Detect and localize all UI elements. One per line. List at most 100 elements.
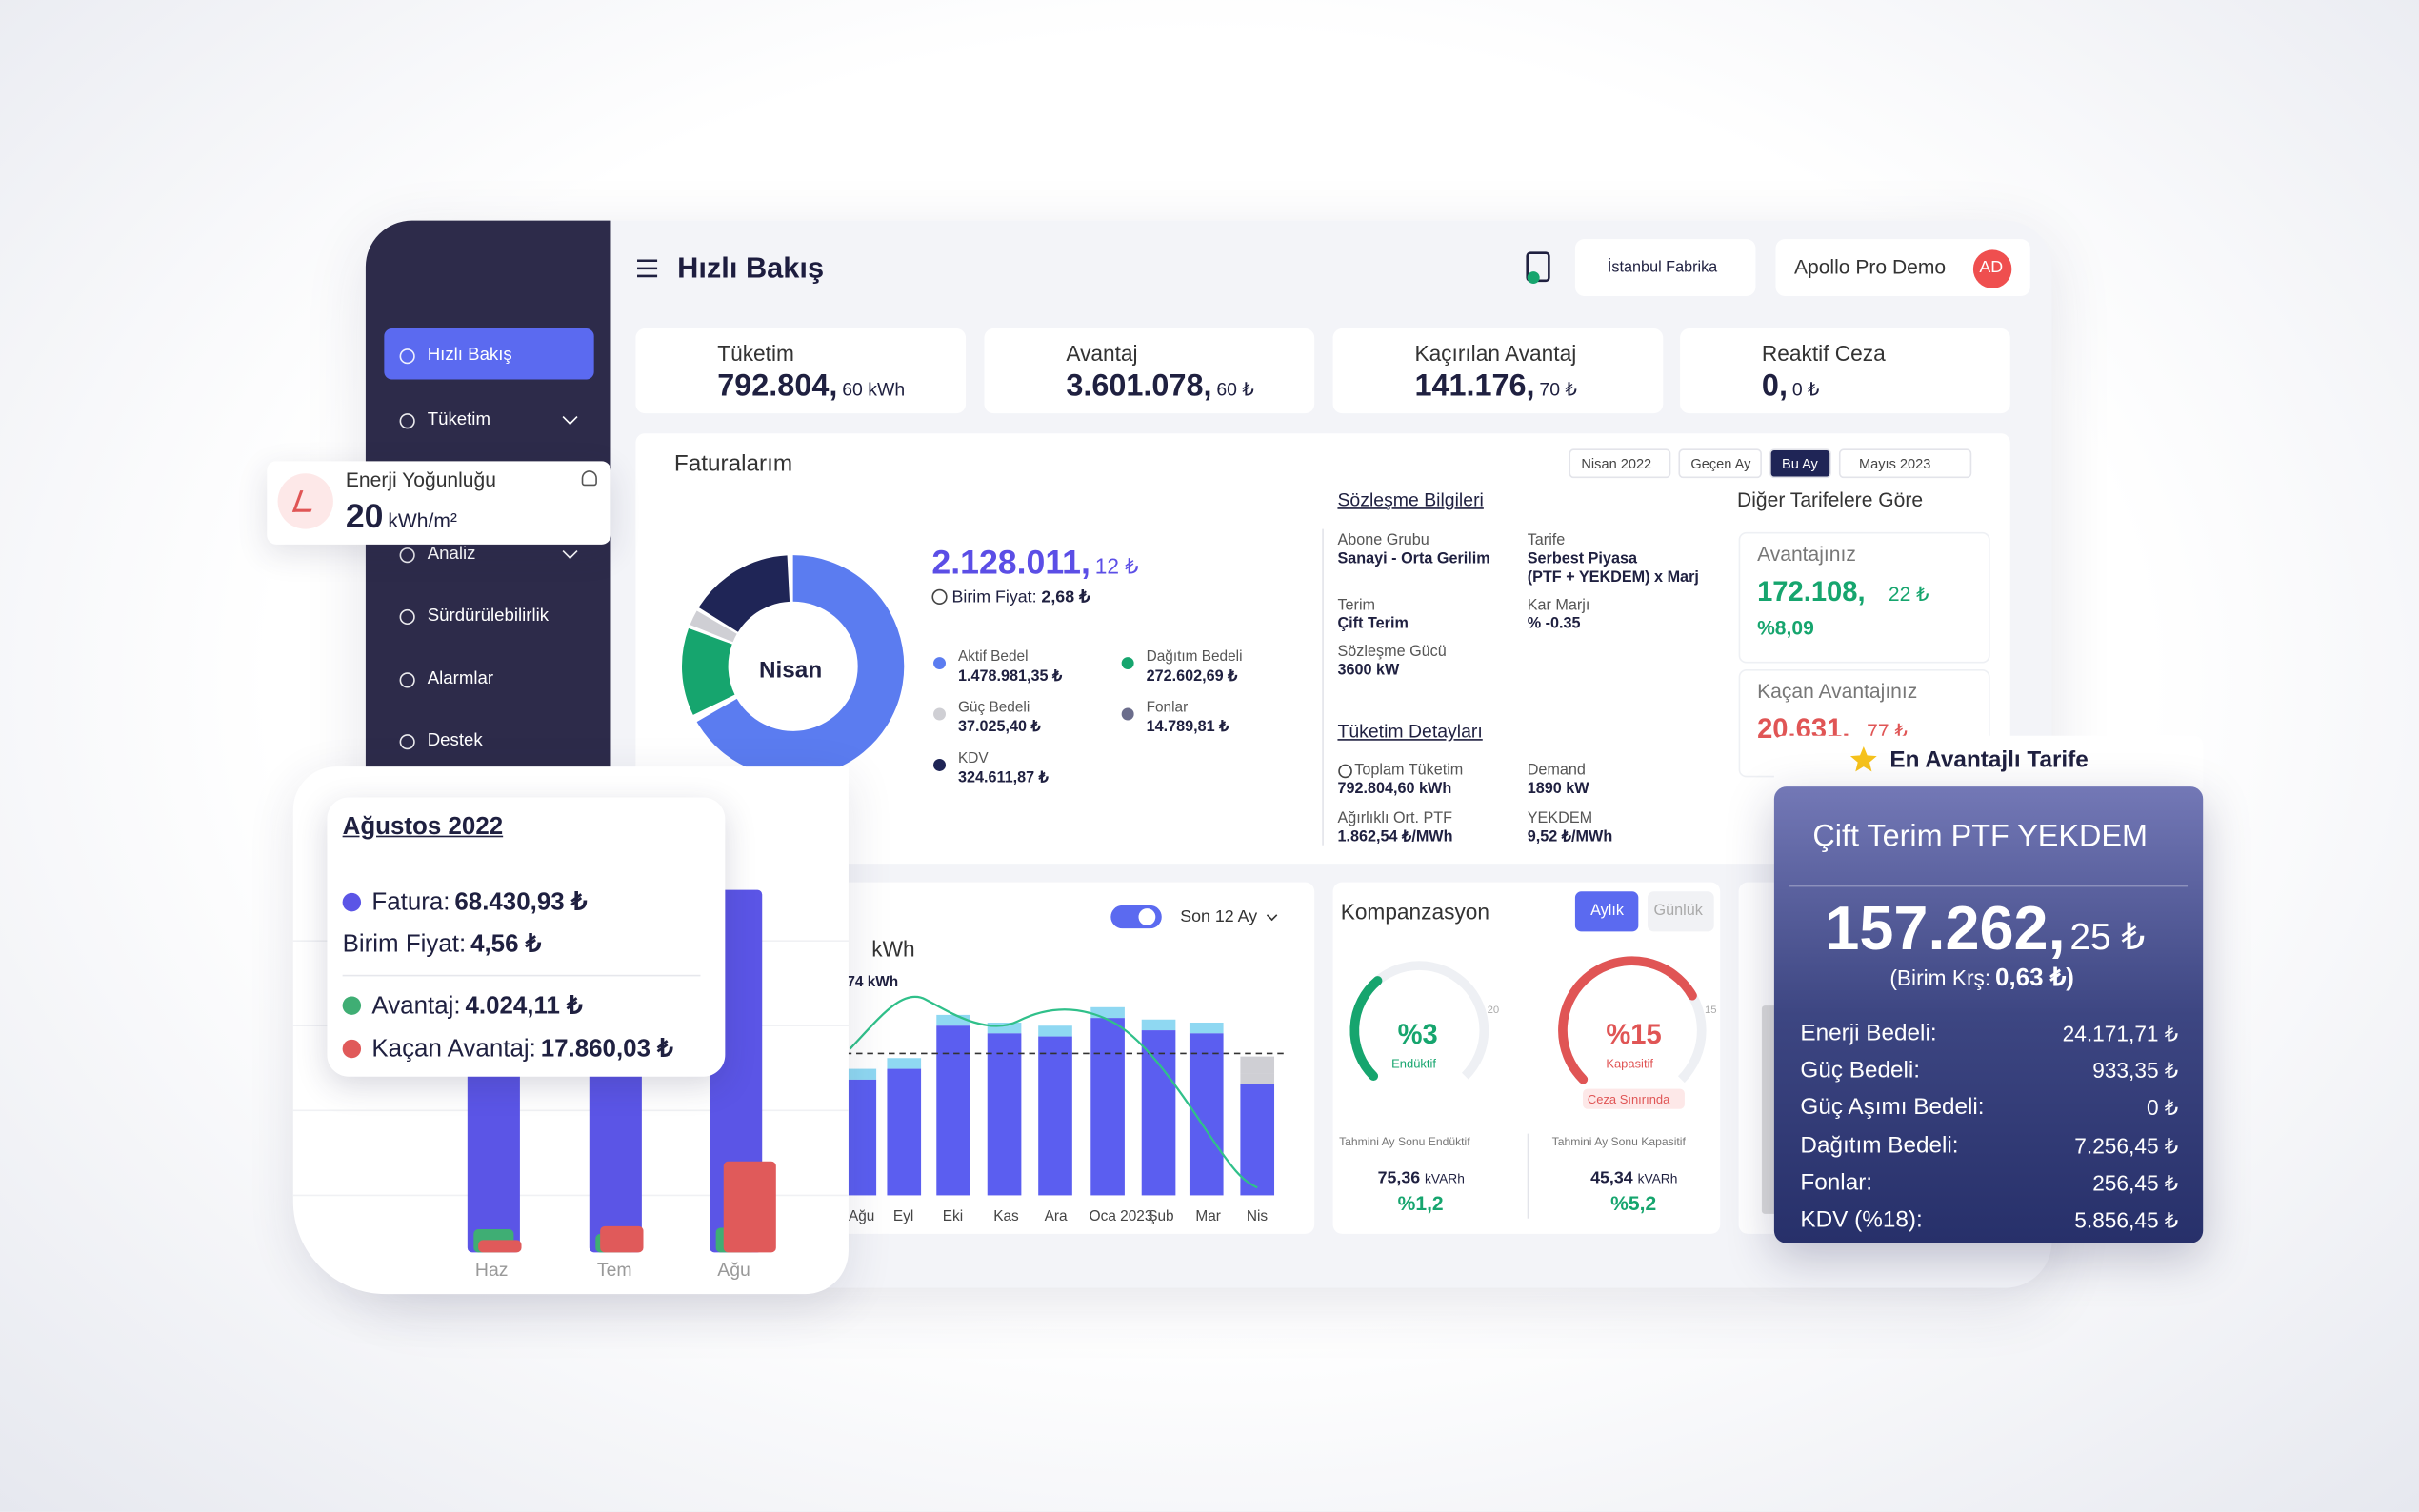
tab[interactable] xyxy=(1648,891,1714,932)
menu-active[interactable] xyxy=(384,328,594,380)
field-label: YEKDEM xyxy=(1527,809,1593,827)
bar-cap xyxy=(1038,1025,1072,1037)
field-label: Kar Marjı xyxy=(1527,597,1590,615)
menu-item: Analiz xyxy=(427,545,476,564)
date-filter[interactable] xyxy=(1838,448,1972,479)
warning-label: Ceza Sınırında xyxy=(1587,1091,1670,1106)
text-row: 157.262, 25 ₺ xyxy=(1825,895,2145,965)
kpi-value-row: 792.804, 60 kWh xyxy=(717,369,905,405)
field-label: Sözleşme Gücü xyxy=(1337,643,1447,661)
menu-item: Hızlı Bakış xyxy=(427,346,512,365)
x-tick-label: Ağu xyxy=(717,1259,750,1281)
invoice-total: 2.128.011, xyxy=(931,543,1090,582)
info-icon xyxy=(1338,764,1352,779)
forecast-value: 75,36 xyxy=(1377,1168,1421,1188)
tariff-badge xyxy=(1773,735,2204,788)
bell-icon[interactable] xyxy=(581,470,597,487)
kpi-value: 0, xyxy=(1761,368,1788,404)
date-filter-label: Nisan 2022 xyxy=(1581,455,1652,471)
date-filter[interactable] xyxy=(1678,448,1762,479)
location-select[interactable] xyxy=(1574,239,1756,297)
kpi-card xyxy=(1332,328,1664,414)
comparison-label: Kaçan Avantajınız xyxy=(1757,679,1918,703)
text-row: Kaçan Avantaj: 17.860,03 ₺ xyxy=(371,1033,672,1064)
date-filter-label: Bu Ay xyxy=(1781,455,1818,471)
tariff-row-value: 256,45 ₺ xyxy=(2092,1170,2179,1196)
tooltip xyxy=(327,797,726,1077)
tariff-row-value: 0 ₺ xyxy=(2146,1095,2179,1120)
legend-name: Fonlar xyxy=(1146,699,1189,717)
panel-title: Kompanzasyon xyxy=(1340,899,1490,925)
forecast-label: Tahmini Ay Sonu Endüktif xyxy=(1339,1134,1470,1149)
forecast-pct: %5,2 xyxy=(1610,1191,1657,1215)
menu-icon xyxy=(399,348,415,365)
legend-name: Aktif Bedel xyxy=(957,648,1029,666)
divider xyxy=(1789,885,2189,887)
x-tick-label: Ağu xyxy=(848,1208,875,1226)
forecast-label: Tahmini Ay Sonu Kapasitif xyxy=(1551,1134,1686,1149)
tooltip-dot xyxy=(342,892,362,912)
badge-label: En Avantajlı Tarife xyxy=(1889,746,2089,774)
forecast-unit: kVARh xyxy=(1425,1170,1465,1186)
invoice-total-decimal: 12 ₺ xyxy=(1094,553,1139,579)
tab-active[interactable] xyxy=(1574,891,1639,932)
kpi-label: Kaçırılan Avantaj xyxy=(1414,340,1577,366)
kpi-label: Tüketim xyxy=(717,340,794,366)
tooltip-label: Avantaj: xyxy=(371,993,461,1020)
field-label: Toplam Tüketim xyxy=(1354,762,1464,780)
donut-segment xyxy=(696,555,905,778)
menu-icon xyxy=(399,413,415,429)
date-filter-label: Geçen Ay xyxy=(1690,455,1751,471)
comparison-value: 172.108, xyxy=(1757,576,1866,607)
donut-label: Nisan xyxy=(758,657,823,685)
x-tick-label: Haz xyxy=(474,1259,509,1281)
menu-item: Alarmlar xyxy=(427,669,494,689)
comparison-decimal: 22 ₺ xyxy=(1888,582,1929,606)
menu-item: Tüketim xyxy=(427,410,490,429)
kpi-label: Reaktif Ceza xyxy=(1761,340,1886,366)
tooltip-value: 4.024,11 ₺ xyxy=(465,993,583,1020)
bar-cap xyxy=(1189,1022,1224,1034)
unit-price: 0,63 ₺) xyxy=(1995,965,2074,992)
bar-cap xyxy=(1240,1073,1275,1084)
bar xyxy=(589,1064,642,1253)
text-row: Avantaj: 4.024,11 ₺ xyxy=(371,990,582,1021)
kpi-decimal: 60 ₺ xyxy=(1216,378,1254,401)
gauge-arc xyxy=(1349,976,1383,1082)
date-filter[interactable] xyxy=(1769,448,1831,479)
legend-name: Güç Bedeli xyxy=(957,699,1030,717)
avatar-initials: AD xyxy=(1979,258,2004,278)
tooltip-value: 4,56 ₺ xyxy=(470,931,542,958)
tariff-row-label: Güç Bedeli: xyxy=(1800,1057,1921,1084)
text-row: 2.128.011, 12 ₺ xyxy=(931,543,1138,583)
legend-dot xyxy=(933,707,946,721)
tariff-row-value: 5.856,45 ₺ xyxy=(2074,1207,2179,1233)
legend-dot xyxy=(933,657,946,670)
bar xyxy=(467,1064,520,1253)
kpi-value-row: 3.601.078, 60 ₺ xyxy=(1066,369,1253,405)
x-tick-label: Şub xyxy=(1148,1208,1174,1226)
bar xyxy=(1090,1018,1125,1196)
reference-label: 74 kWh xyxy=(847,974,899,991)
trend-line xyxy=(849,995,1258,1189)
field-value: Sanayi - Orta Gerilim xyxy=(1337,550,1490,568)
field-value: 3600 kW xyxy=(1337,662,1400,680)
bar-cap xyxy=(1240,1056,1275,1074)
date-filter[interactable] xyxy=(1569,448,1671,479)
divider xyxy=(1527,1133,1529,1219)
bar-cap xyxy=(1090,1006,1125,1019)
x-tick-label: Oca 2023 xyxy=(1089,1208,1153,1226)
legend-value: 324.611,87 ₺ xyxy=(957,769,1049,787)
field-label: Abone Grubu xyxy=(1337,532,1429,550)
user-name: Apollo Pro Demo xyxy=(1793,255,1947,279)
gauge-arc xyxy=(1558,956,1697,1084)
x-tick-label: Eki xyxy=(942,1208,964,1226)
donut-segment xyxy=(682,627,735,715)
forecast-unit: kVARh xyxy=(1637,1170,1678,1186)
field-value: % -0.35 xyxy=(1527,615,1581,633)
bar-missed xyxy=(723,1161,776,1253)
x-tick-label: Nis xyxy=(1246,1208,1269,1226)
x-tick-label: Ara xyxy=(1044,1208,1068,1226)
legend-dot xyxy=(933,758,946,771)
